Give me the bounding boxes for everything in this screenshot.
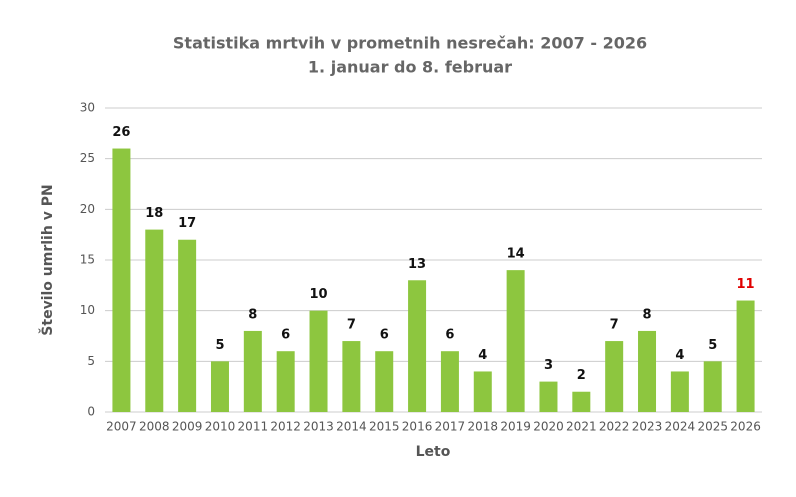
x-tick-label: 2013 [303, 420, 334, 434]
y-axis-title: Število umrlih v PN [38, 184, 56, 335]
value-label: 4 [675, 348, 684, 363]
value-label: 5 [215, 338, 224, 353]
value-label: 17 [178, 216, 196, 231]
value-label: 7 [610, 318, 619, 333]
y-tick-label: 20 [80, 202, 95, 216]
value-label: 26 [112, 125, 130, 140]
bar [145, 229, 164, 412]
value-label: 4 [478, 348, 487, 363]
value-label: 18 [145, 206, 163, 221]
bar [112, 148, 131, 413]
value-label: 7 [347, 318, 356, 333]
bar [408, 280, 427, 412]
bar [178, 239, 197, 412]
x-tick-label: 2011 [238, 420, 269, 434]
x-tick-label: 2025 [697, 420, 728, 434]
x-tick-label: 2024 [665, 420, 696, 434]
value-label: 6 [445, 328, 454, 343]
value-label: 3 [544, 358, 553, 373]
x-tick-label: 2007 [106, 420, 137, 434]
bar [539, 381, 558, 412]
x-axis-title: Leto [416, 444, 451, 460]
x-tick-label: 2014 [336, 420, 367, 434]
bar [309, 310, 328, 412]
value-label: 8 [643, 307, 652, 322]
bar [210, 361, 229, 412]
bar [605, 341, 624, 412]
y-tick-label: 30 [80, 101, 95, 115]
x-tick-label: 2012 [270, 420, 301, 434]
y-tick-label: 0 [87, 405, 95, 419]
y-tick-label: 5 [87, 354, 95, 368]
x-tick-label: 2009 [172, 420, 203, 434]
bar [506, 270, 525, 412]
value-label: 6 [281, 328, 290, 343]
bar [276, 351, 295, 412]
value-label: 11 [737, 277, 755, 292]
value-label: 6 [380, 328, 389, 343]
x-tick-label: 2017 [435, 420, 466, 434]
x-tick-label: 2020 [533, 420, 564, 434]
bar [375, 351, 394, 412]
value-label: 14 [507, 247, 525, 262]
y-tick-label: 25 [80, 151, 95, 165]
x-tick-label: 2018 [468, 420, 499, 434]
chart-subtitle: 1. januar do 8. februar [308, 58, 512, 77]
value-label: 10 [309, 287, 327, 302]
x-tick-label: 2026 [730, 420, 761, 434]
bar [703, 361, 722, 412]
bar [473, 371, 492, 412]
x-tick-label: 2021 [566, 420, 597, 434]
x-tick-label: 2022 [599, 420, 630, 434]
bar [638, 330, 657, 412]
x-tick-label: 2019 [500, 420, 531, 434]
bar [342, 341, 361, 412]
bar [736, 300, 755, 412]
bar [572, 391, 591, 412]
x-tick-label: 2023 [632, 420, 663, 434]
chart-title: Statistika mrtvih v prometnih nesrečah: … [173, 34, 647, 53]
x-tick-label: 2016 [402, 420, 433, 434]
bar [670, 371, 689, 412]
x-tick-label: 2008 [139, 420, 170, 434]
value-label: 13 [408, 257, 426, 272]
value-label: 8 [248, 307, 257, 322]
bar [243, 330, 262, 412]
y-tick-label: 15 [80, 253, 95, 267]
value-label: 5 [708, 338, 717, 353]
x-tick-label: 2010 [205, 420, 236, 434]
value-label: 2 [577, 368, 586, 383]
x-tick-label: 2015 [369, 420, 400, 434]
y-tick-label: 10 [80, 303, 95, 317]
bar [440, 351, 459, 412]
